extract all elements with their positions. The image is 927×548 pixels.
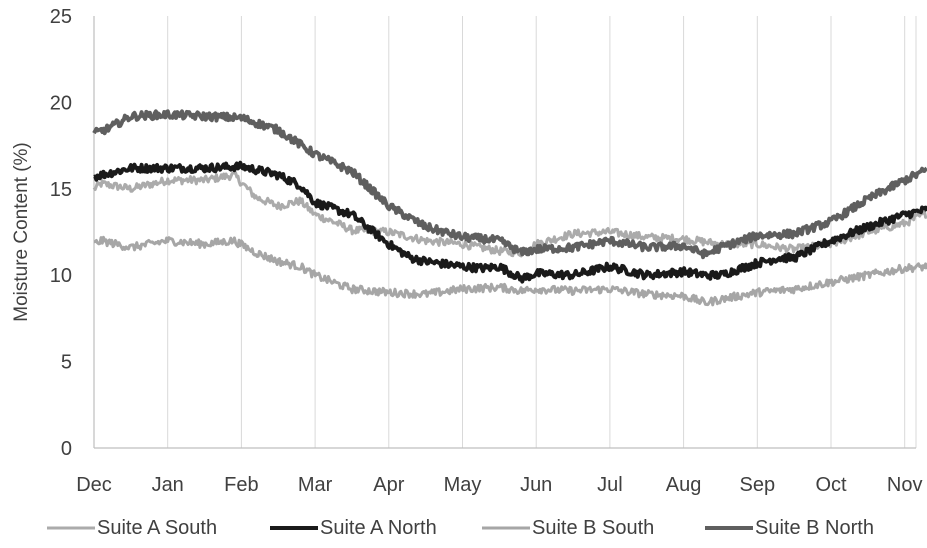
x-tick-label-jul: Jul [597, 474, 623, 496]
x-tick-label-feb: Feb [224, 474, 258, 496]
legend: Suite A South Suite A North Suite B South S… [47, 517, 874, 539]
legend-label-suite-b-south: Suite B South [532, 517, 654, 539]
x-tick-label-mar: Mar [298, 474, 333, 496]
y-axis-title: Moisture Content (%) [11, 142, 32, 322]
series-line-suite-b-north [92, 109, 927, 260]
series-lines [92, 109, 927, 307]
legend-label-suite-a-north: Suite A North [320, 517, 437, 539]
x-tick-label-dec: Dec [76, 474, 112, 496]
y-tick-label-10: 10 [50, 265, 72, 287]
axes [93, 16, 916, 449]
y-tick-label-0: 0 [61, 438, 72, 460]
series-line-suite-a-south [92, 171, 927, 258]
series-line-suite-a-north [93, 160, 927, 284]
x-tick-label-oct: Oct [815, 474, 847, 496]
legend-label-suite-b-north: Suite B North [755, 517, 874, 539]
y-tick-labels: 0 5 10 15 20 25 [50, 6, 72, 460]
x-tick-label-apr: Apr [373, 474, 404, 496]
x-tick-labels: Dec Jan Feb Mar Apr May Jun Jul Aug Sep Oct Nov [76, 474, 922, 496]
x-tick-label-jun: Jun [520, 474, 552, 496]
x-tick-label-nov: Nov [887, 474, 923, 496]
x-tick-label-jan: Jan [152, 474, 184, 496]
y-tick-label-5: 5 [61, 352, 72, 374]
x-tick-label-may: May [444, 474, 482, 496]
y-tick-label-20: 20 [50, 92, 72, 114]
series-line-suite-b-south [93, 235, 927, 307]
y-tick-label-25: 25 [50, 6, 72, 28]
x-tick-label-sep: Sep [740, 474, 776, 496]
x-tick-label-aug: Aug [666, 474, 702, 496]
legend-label-suite-a-south: Suite A South [97, 517, 217, 539]
gridlines [167, 16, 917, 448]
y-tick-label-15: 15 [50, 179, 72, 201]
